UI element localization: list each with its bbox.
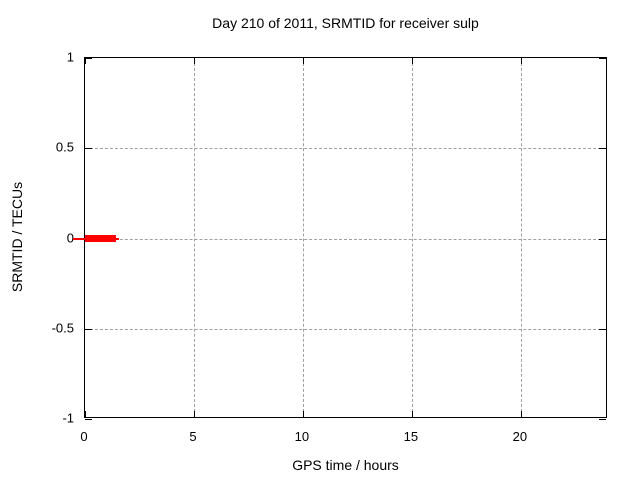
x-tick-label: 5 [189,429,197,444]
x-tick-mark [520,411,522,417]
y-tick-label: -1 [62,410,74,426]
x-tick-mark [85,411,86,417]
x-gridline [302,58,304,417]
series-segment-srmtid [85,235,116,242]
y-tick-mark [85,419,92,420]
y-tick-mark [599,328,606,330]
y-tick-mark [599,58,606,59]
y-gridline [85,238,606,240]
y-tick-mark [85,328,92,330]
x-tick-mark [302,58,304,64]
x-gridline [520,58,522,417]
y-tick-label: -0.5 [51,320,74,336]
y-tick-mark [599,419,606,420]
x-tick-mark [411,411,413,417]
y-axis-label: SRMTID / TECUs [9,181,25,293]
x-tick-label: 15 [403,429,419,444]
x-tick-label: 0 [80,429,88,444]
x-tick-mark [85,58,86,64]
y-tick-label: 0.5 [55,139,74,155]
plot-area [73,57,607,420]
x-tick-label: 10 [294,429,310,444]
x-tick-mark [411,58,413,64]
y-tick-mark [599,238,606,240]
x-tick-mark [520,58,522,64]
x-axis-label: GPS time / hours [292,457,399,473]
x-gridline [193,58,195,417]
y-gridline [85,328,606,330]
y-tick-mark [85,58,92,59]
x-gridline [411,58,413,417]
x-tick-label: 20 [512,429,528,444]
y-tick-mark [85,148,92,150]
y-tick-mark [599,148,606,150]
y-gridline [85,148,606,150]
y-tick-label: 0 [66,230,74,245]
x-tick-mark [193,58,195,64]
x-tick-mark [193,411,195,417]
x-tick-mark [302,411,304,417]
chart-title: Day 210 of 2011, SRMTID for receiver sul… [212,15,479,31]
y-tick-label: 1 [66,49,74,65]
